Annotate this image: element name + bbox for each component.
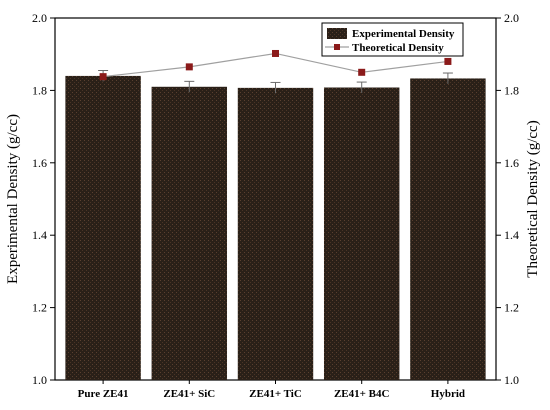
x-tick-label-3: ZE41+ TiC <box>249 388 302 400</box>
legend: Experimental Density Theoretical Density <box>321 22 464 57</box>
theoretical-point-1 <box>99 73 107 81</box>
x-tick-label-2: ZE41+ SiC <box>163 388 215 400</box>
legend-label-theoretical: Theoretical Density <box>352 42 444 54</box>
bar-experimental-3 <box>237 87 314 380</box>
y-right-tick-label-4: 1.6 <box>504 156 519 170</box>
x-tick-label-4: ZE41+ B4C <box>334 388 390 400</box>
legend-bar-swatch <box>327 28 347 39</box>
theoretical-point-5 <box>444 57 452 65</box>
y-axis-right-title: Theoretical Density (g/cc) <box>525 120 541 277</box>
y-left-tick-label-3: 1.4 <box>32 228 47 242</box>
theoretical-point-2 <box>185 63 193 71</box>
bar-experimental-2 <box>151 86 228 380</box>
y-left-tick-label-1: 1.0 <box>32 373 47 387</box>
bar-experimental-1 <box>65 75 141 381</box>
y-left-tick-label-4: 1.6 <box>32 156 47 170</box>
bar-experimental-5 <box>410 78 486 380</box>
y-axis-left-title: Experimental Density (g/cc) <box>5 114 21 284</box>
bar-experimental-4 <box>323 87 400 380</box>
theoretical-point-4 <box>358 68 366 76</box>
theoretical-point-3 <box>272 49 279 57</box>
y-right-tick-label-2: 1.2 <box>504 301 519 315</box>
y-left-tick-label-5: 1.8 <box>32 83 47 97</box>
legend-marker-swatch <box>334 44 340 50</box>
x-tick-label-1: Pure ZE41 <box>78 388 129 400</box>
y-right-tick-label-3: 1.4 <box>504 228 519 242</box>
legend-label-experimental: Experimental Density <box>352 28 455 40</box>
y-left-tick-label-2: 1.2 <box>32 301 47 315</box>
y-right-tick-label-1: 1.0 <box>504 373 519 387</box>
x-tick-label-5: Hybrid <box>431 388 465 400</box>
y-left-tick-label-6: 2.0 <box>32 11 47 25</box>
y-right-tick-label-5: 1.8 <box>504 83 519 97</box>
y-right-tick-label-6: 2.0 <box>504 11 519 25</box>
